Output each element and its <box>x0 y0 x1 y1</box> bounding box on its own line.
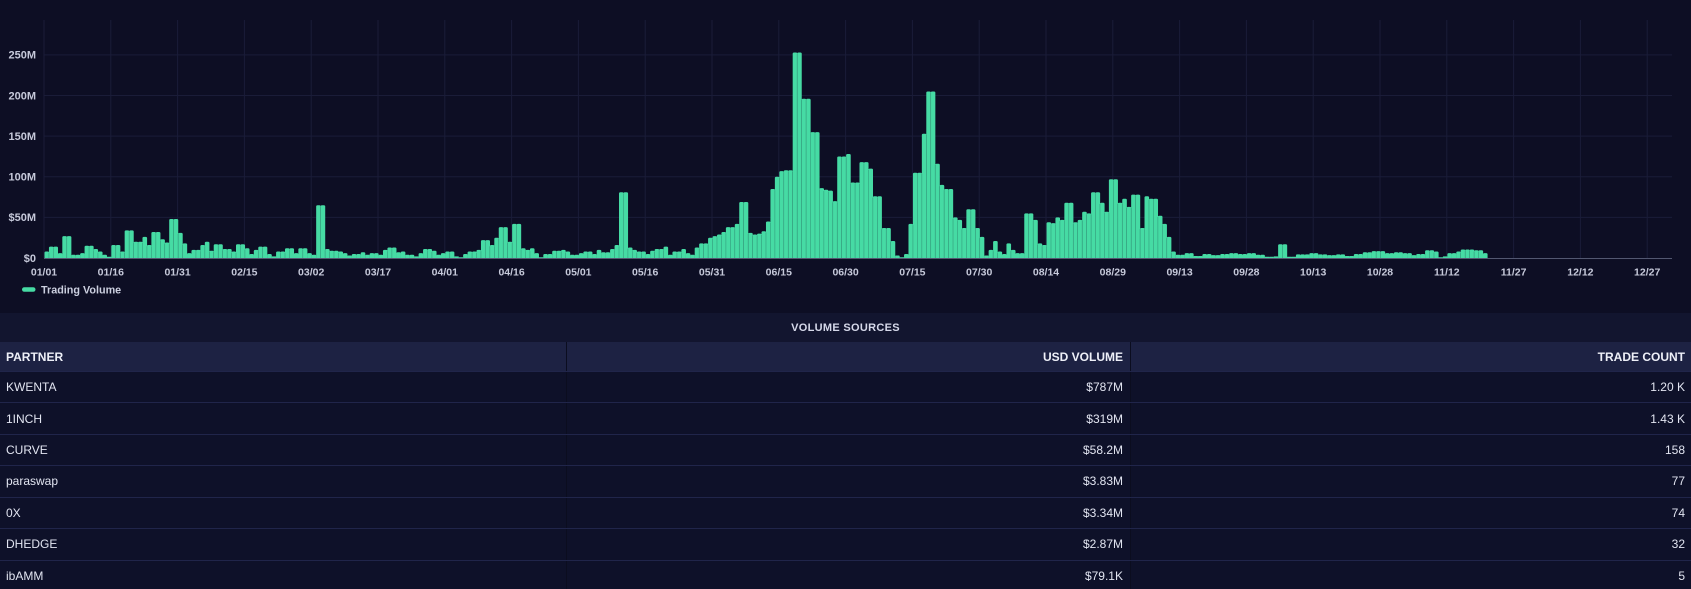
svg-text:Trading Volume: Trading Volume <box>41 285 121 297</box>
svg-text:12/27: 12/27 <box>1634 267 1660 279</box>
svg-text:05/16: 05/16 <box>632 267 658 279</box>
svg-text:06/30: 06/30 <box>832 267 858 279</box>
svg-text:01/16: 01/16 <box>98 267 124 279</box>
svg-text:07/15: 07/15 <box>899 267 925 279</box>
svg-text:03/17: 03/17 <box>365 267 391 279</box>
svg-text:08/14: 08/14 <box>1033 267 1059 279</box>
svg-text:$50M: $50M <box>8 212 36 224</box>
svg-text:10/28: 10/28 <box>1367 267 1393 279</box>
svg-text:04/16: 04/16 <box>498 267 524 279</box>
svg-text:07/30: 07/30 <box>966 267 992 279</box>
svg-text:10/13: 10/13 <box>1300 267 1326 279</box>
svg-text:06/15: 06/15 <box>766 267 792 279</box>
svg-text:05/31: 05/31 <box>699 267 725 279</box>
svg-text:100M: 100M <box>8 172 36 184</box>
svg-text:01/31: 01/31 <box>164 267 190 279</box>
svg-text:11/27: 11/27 <box>1501 267 1527 279</box>
svg-text:09/28: 09/28 <box>1233 267 1259 279</box>
svg-text:01/01: 01/01 <box>31 267 57 279</box>
svg-text:02/15: 02/15 <box>231 267 257 279</box>
svg-text:05/01: 05/01 <box>565 267 591 279</box>
svg-text:200M: 200M <box>8 90 36 102</box>
svg-text:08/29: 08/29 <box>1100 267 1126 279</box>
svg-text:03/02: 03/02 <box>298 267 324 279</box>
svg-text:04/01: 04/01 <box>432 267 458 279</box>
svg-text:11/12: 11/12 <box>1434 267 1460 279</box>
svg-text:150M: 150M <box>8 131 36 143</box>
svg-text:09/13: 09/13 <box>1166 267 1192 279</box>
svg-text:$0: $0 <box>24 253 36 265</box>
svg-text:250M: 250M <box>8 50 36 62</box>
svg-text:12/12: 12/12 <box>1567 267 1593 279</box>
